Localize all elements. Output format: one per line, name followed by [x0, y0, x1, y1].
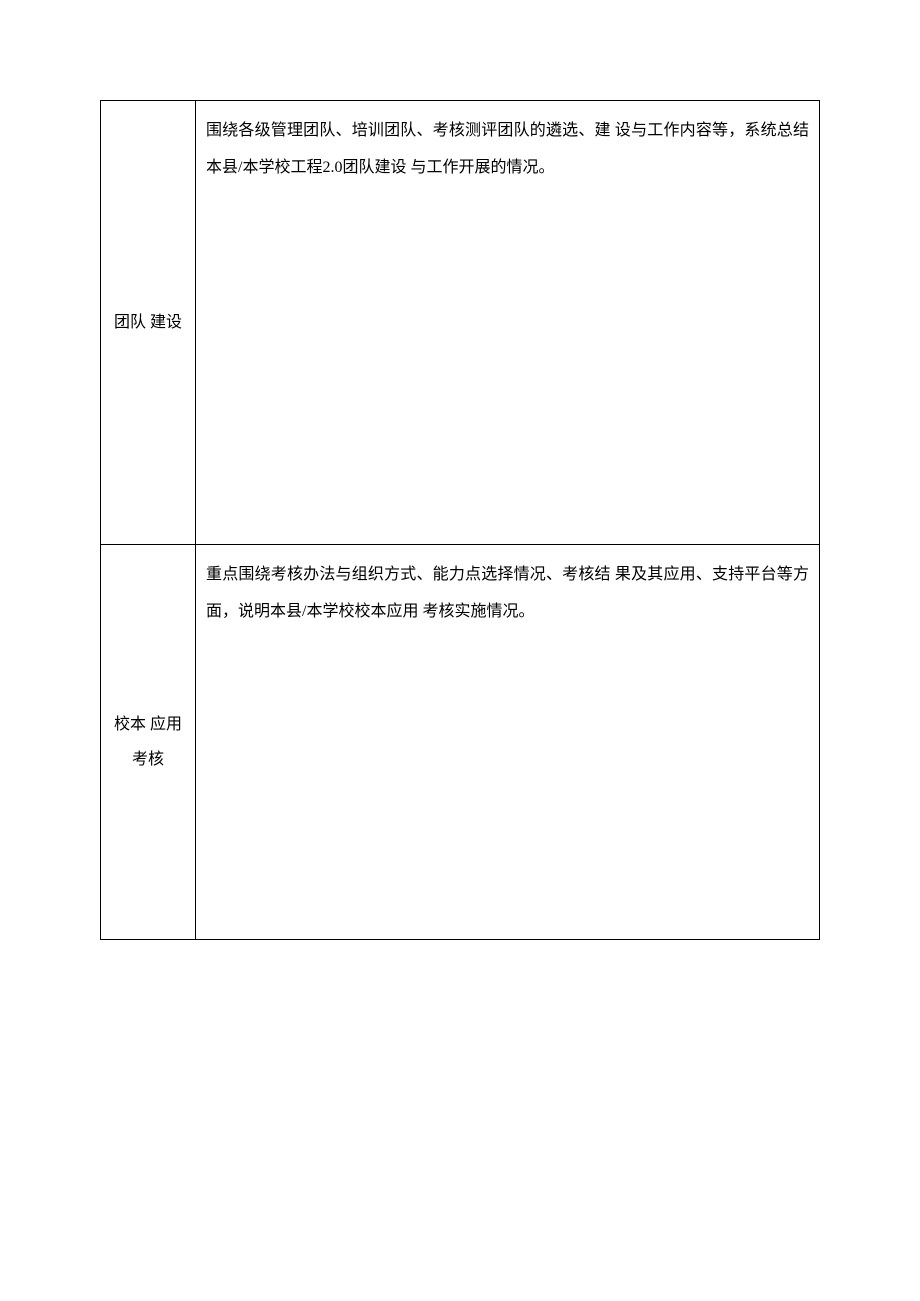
row-content-cell: 重点围绕考核办法与组织方式、能力点选择情况、考核结 果及其应用、支持平台等方面，… [196, 545, 819, 939]
row-content-cell: 围绕各级管理团队、培训团队、考核测评团队的遴选、建 设与工作内容等，系统总结本县… [196, 101, 819, 544]
row-content: 重点围绕考核办法与组织方式、能力点选择情况、考核结 果及其应用、支持平台等方面，… [206, 566, 809, 620]
row-label-cell: 校本 应用 考核 [101, 545, 196, 939]
row-label: 团队 建设 [114, 305, 182, 340]
document-table: 团队 建设 围绕各级管理团队、培训团队、考核测评团队的遴选、建 设与工作内容等，… [100, 100, 820, 940]
row-label-cell: 团队 建设 [101, 101, 196, 544]
table-row: 校本 应用 考核 重点围绕考核办法与组织方式、能力点选择情况、考核结 果及其应用… [100, 545, 820, 940]
row-content: 围绕各级管理团队、培训团队、考核测评团队的遴选、建 设与工作内容等，系统总结本县… [206, 122, 809, 176]
row-label: 校本 应用 考核 [109, 707, 187, 777]
table-row: 团队 建设 围绕各级管理团队、培训团队、考核测评团队的遴选、建 设与工作内容等，… [100, 100, 820, 545]
